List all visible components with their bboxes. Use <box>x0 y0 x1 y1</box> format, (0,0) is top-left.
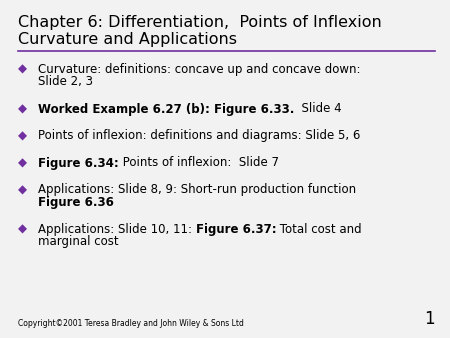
Text: Points of inflexion:  Slide 7: Points of inflexion: Slide 7 <box>119 156 279 169</box>
Text: Slide 4: Slide 4 <box>294 102 342 116</box>
Text: Figure 6.36: Figure 6.36 <box>38 196 114 209</box>
Text: Slide 2, 3: Slide 2, 3 <box>38 75 93 89</box>
Text: 1: 1 <box>424 310 435 328</box>
Text: ◆: ◆ <box>18 184 27 196</box>
Text: Figure 6.34:: Figure 6.34: <box>38 156 119 169</box>
Text: Applications: Slide 10, 11:: Applications: Slide 10, 11: <box>38 223 196 236</box>
Text: Curvature: definitions: concave up and concave down:: Curvature: definitions: concave up and c… <box>38 63 360 76</box>
Text: Applications: Slide 8, 9: Short-run production function: Applications: Slide 8, 9: Short-run prod… <box>38 184 356 196</box>
Text: ◆: ◆ <box>18 223 27 236</box>
Text: Points of inflexion: definitions and diagrams: Slide 5, 6: Points of inflexion: definitions and dia… <box>38 129 360 143</box>
Text: Figure 6.37:: Figure 6.37: <box>196 223 276 236</box>
Text: ◆: ◆ <box>18 102 27 116</box>
Text: ◆: ◆ <box>18 129 27 143</box>
Text: ◆: ◆ <box>18 156 27 169</box>
Text: Total cost and: Total cost and <box>276 223 362 236</box>
Text: ◆: ◆ <box>18 63 27 76</box>
Text: Worked Example 6.27 (b): Figure 6.33.: Worked Example 6.27 (b): Figure 6.33. <box>38 102 294 116</box>
Text: Copyright©2001 Teresa Bradley and John Wiley & Sons Ltd: Copyright©2001 Teresa Bradley and John W… <box>18 319 244 328</box>
Text: Chapter 6: Differentiation,  Points of Inflexion: Chapter 6: Differentiation, Points of In… <box>18 15 382 30</box>
Text: marginal cost: marginal cost <box>38 236 119 248</box>
Text: Curvature and Applications: Curvature and Applications <box>18 32 237 47</box>
